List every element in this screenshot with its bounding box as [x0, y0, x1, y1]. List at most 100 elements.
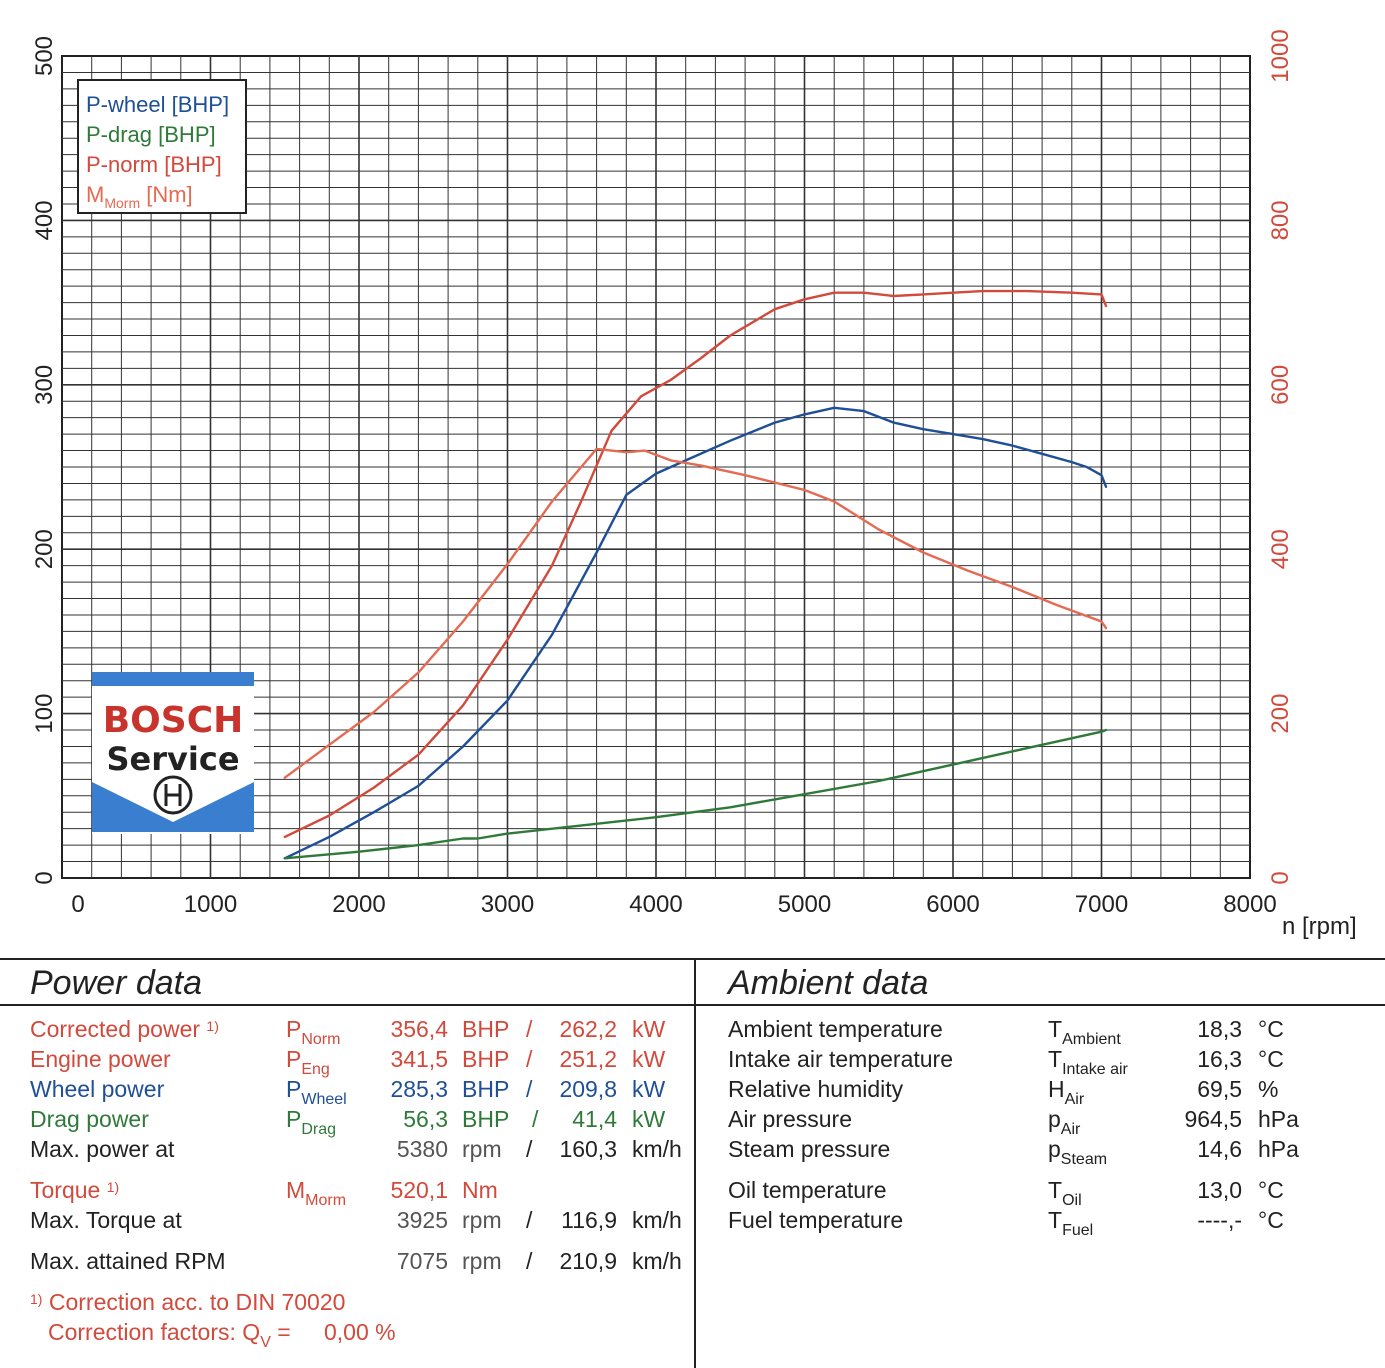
legend-box	[77, 79, 247, 214]
wheel-power-label: Wheel power	[30, 1076, 165, 1102]
power-data-title: Power data	[30, 964, 202, 1002]
max-rpm-speed: 210,9	[559, 1248, 617, 1274]
ambient-label: Air pressure	[728, 1106, 852, 1132]
corrected-power-bhp-unit: BHP	[462, 1016, 510, 1042]
correction-factors-value: 0,00 %	[324, 1319, 396, 1345]
max-torque-speed-unit: km/h	[632, 1207, 682, 1233]
logo-brand-text: BOSCH	[103, 700, 244, 741]
ambient-symbol: TIntake air	[1048, 1046, 1128, 1078]
panel-top-rule	[0, 958, 1385, 960]
ambient-symbol: TAmbient	[1048, 1016, 1121, 1048]
series-line-mmorm-nm	[283, 447, 1108, 779]
max-torque-speed: 116,9	[561, 1207, 617, 1233]
torque-unit: Nm	[462, 1177, 498, 1203]
max-rpm-rpm: 7075	[396, 1248, 448, 1274]
max-torque-label: Max. Torque at	[30, 1207, 182, 1233]
legend-m-morm: MMorm [Nm]	[86, 182, 193, 211]
ambient-unit: hPa	[1258, 1136, 1299, 1162]
y-left-tick-label: 400	[31, 200, 58, 240]
y-right-tick-label: 200	[1267, 694, 1294, 734]
legend-p-norm: P-norm [BHP]	[86, 152, 222, 177]
ambient-data-panel: Ambient data Ambient temperature TAmbient…	[696, 958, 1385, 1368]
corrected-power-kw-unit: kW	[632, 1016, 666, 1042]
ambient-label: Oil temperature	[728, 1177, 887, 1203]
drag-power-symbol: PDrag	[286, 1106, 337, 1138]
panel-divider	[694, 958, 696, 1368]
engine-power-bhp-unit: BHP	[462, 1046, 510, 1072]
ambient-value: 964,5	[1184, 1106, 1242, 1132]
y-right-tick-label: 0	[1267, 871, 1294, 884]
drag-power-slash: /	[532, 1106, 539, 1132]
legend: P-wheel [BHP] P-drag [BHP] P-norm [BHP] …	[77, 79, 247, 214]
ambient-symbol: pSteam	[1048, 1136, 1108, 1168]
engine-power-symbol: PEng	[286, 1046, 330, 1078]
corrected-power-bhp: 356,4	[390, 1016, 448, 1042]
x-tick-label: 8000	[1223, 891, 1276, 918]
x-tick-label: 4000	[629, 891, 682, 918]
x-tick-label: 2000	[332, 891, 385, 918]
ambient-symbol: TFuel	[1048, 1207, 1094, 1239]
wheel-power-kw: 209,8	[559, 1076, 617, 1102]
torque-symbol: MMorm	[286, 1177, 347, 1209]
ambient-data-title: Ambient data	[728, 964, 929, 1002]
ambient-value: 69,5	[1197, 1076, 1242, 1102]
y-left-tick-label: 100	[31, 694, 58, 734]
max-power-rpm: 5380	[396, 1136, 448, 1162]
legend-p-drag: P-drag [BHP]	[86, 122, 216, 147]
y-right-tick-label: 400	[1267, 529, 1294, 569]
drag-power-kw-unit: kW	[632, 1106, 666, 1132]
wheel-power-kw-unit: kW	[632, 1076, 666, 1102]
max-torque-slash: /	[526, 1207, 533, 1233]
torque-value: 520,1	[390, 1177, 448, 1203]
x-axis-title: n [rpm]	[1282, 913, 1357, 940]
correction-factors-label: Correction factors: QV =	[48, 1319, 291, 1351]
y-right-tick-label: 600	[1267, 365, 1294, 405]
ambient-label: Fuel temperature	[728, 1207, 904, 1233]
ambient-label: Relative humidity	[728, 1076, 904, 1102]
wheel-power-bhp: 285,3	[390, 1076, 448, 1102]
y-left-tick-label: 300	[31, 365, 58, 405]
engine-power-kw: 251,2	[559, 1046, 617, 1072]
dyno-chart: 0 1000 2000 3000 4000 5000 6000 7000 80000100200…	[31, 29, 1357, 940]
drag-power-bhp-unit: BHP	[462, 1106, 510, 1132]
chart-grid	[61, 55, 1251, 879]
logo-top-bar	[92, 672, 254, 686]
wheel-power-symbol: PWheel	[286, 1076, 347, 1108]
ambient-label: Ambient temperature	[728, 1016, 943, 1042]
max-torque-rpm-unit: rpm	[462, 1207, 502, 1233]
engine-power-kw-unit: kW	[632, 1046, 666, 1072]
ambient-value: 14,6	[1197, 1136, 1242, 1162]
drag-power-kw: 41,4	[572, 1106, 617, 1132]
ambient-value: 13,0	[1197, 1177, 1242, 1203]
footnote-marker: 1)	[30, 1291, 43, 1307]
max-power-rpm-unit: rpm	[462, 1136, 502, 1162]
corrected-power-kw: 262,2	[559, 1016, 617, 1042]
bosch-service-logo: BOSCH Service	[92, 672, 254, 834]
x-tick-label: 5000	[778, 891, 831, 918]
series-line-p-drag-bhp	[283, 728, 1108, 860]
logo-chevron	[92, 782, 254, 832]
torque-label: Torque 1)	[30, 1177, 120, 1203]
drag-power-bhp: 56,3	[403, 1106, 448, 1132]
x-tick-label: 6000	[926, 891, 979, 918]
ambient-symbol: TOil	[1048, 1177, 1082, 1209]
engine-power-slash: /	[526, 1046, 533, 1072]
x-tick-label: 3000	[481, 891, 534, 918]
panel-header-rule	[0, 1004, 1385, 1006]
max-power-speed: 160,3	[559, 1136, 617, 1162]
engine-power-bhp: 341,5	[390, 1046, 448, 1072]
power-data-panel: Power data Corrected power 1) PNorm 356,…	[0, 958, 695, 1368]
ambient-value: 16,3	[1197, 1046, 1242, 1072]
series-line-p-wheel-bhp	[283, 406, 1108, 860]
max-rpm-rpm-unit: rpm	[462, 1248, 502, 1274]
logo-service-text: Service	[106, 740, 239, 778]
wheel-power-slash: /	[526, 1076, 533, 1102]
axis-ticks: 0 1000 2000 3000 4000 5000 6000 7000 80000100200…	[31, 29, 1294, 918]
max-torque-rpm: 3925	[396, 1207, 448, 1233]
y-right-tick-label: 1000	[1267, 29, 1294, 82]
max-power-label: Max. power at	[30, 1136, 175, 1162]
ambient-unit: °C	[1258, 1016, 1284, 1042]
ambient-unit: %	[1258, 1076, 1279, 1102]
ambient-unit: °C	[1258, 1046, 1284, 1072]
corrected-power-slash: /	[526, 1016, 533, 1042]
